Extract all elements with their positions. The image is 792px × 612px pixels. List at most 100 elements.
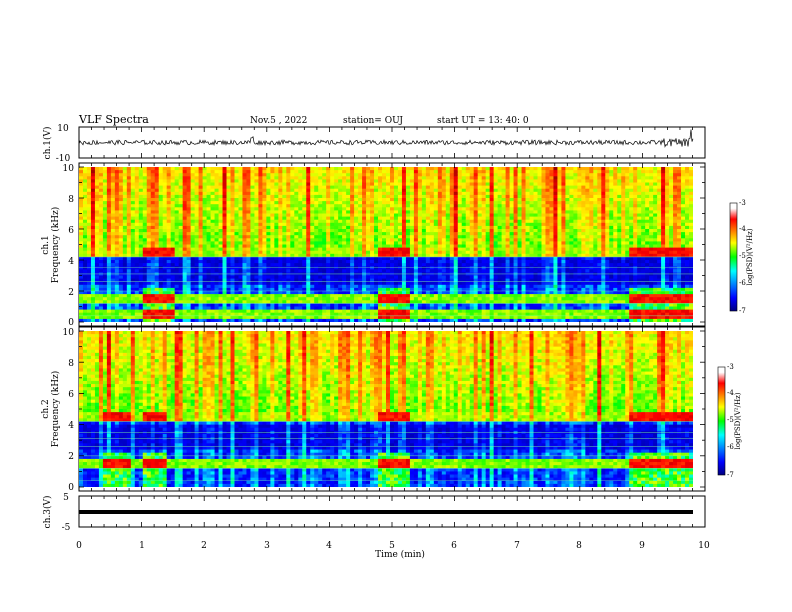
spectrogram-cell [326, 250, 331, 255]
spectrogram-cell [417, 179, 423, 183]
spectrogram-cell [389, 179, 395, 183]
spectrogram-cell [110, 229, 116, 233]
spectrogram-cell [102, 238, 108, 242]
spectrogram-cell [366, 260, 371, 264]
spectrogram-cell [409, 250, 415, 255]
spectrogram-cell [130, 318, 136, 322]
spectrogram-cell [214, 173, 219, 177]
spectrogram-cell [342, 294, 347, 298]
spectrogram-cell [338, 278, 343, 283]
spectrogram-cell [258, 278, 263, 283]
spectrogram-cell [310, 278, 315, 283]
spectrogram-cell [270, 297, 275, 301]
spectrogram-cell [134, 167, 140, 171]
spectrogram-cell [230, 238, 235, 242]
spectrogram-cell [178, 315, 184, 320]
spectrogram-cell [270, 204, 275, 208]
spectrogram-cell [389, 235, 395, 239]
spectrogram-cell [338, 275, 343, 279]
spectrogram-cell [417, 306, 423, 310]
spectrogram-cell [226, 253, 231, 258]
spectrogram-cell [138, 247, 144, 252]
spectrogram-cell [182, 250, 188, 255]
spectrogram-cell [421, 297, 427, 301]
spectrogram-cell [250, 278, 255, 283]
spectrogram-cell [374, 309, 379, 314]
spectrogram-cell [421, 250, 427, 255]
spectrogram-cell [290, 291, 295, 295]
spectrogram-cell [393, 260, 399, 264]
spectrogram-cell [290, 225, 295, 230]
spectrogram-cell [346, 287, 351, 292]
spectrogram-cell [342, 210, 347, 214]
spectrogram-cell [182, 269, 188, 273]
spectrogram-cell [298, 225, 303, 230]
spectrogram-cell [98, 312, 104, 317]
spectrogram-cell [138, 213, 144, 217]
spectrogram-cell [242, 204, 247, 208]
spectrogram-cell [98, 219, 104, 224]
spectrogram-cell [142, 284, 148, 289]
spectrogram-cell [94, 176, 100, 180]
spectrogram-cell [278, 238, 283, 242]
spectrogram-cell [469, 256, 475, 261]
spectrogram-cell [326, 275, 331, 279]
spectrogram-cell [314, 229, 319, 233]
spectrogram-cell [250, 194, 255, 199]
spectrogram-cell [473, 284, 479, 289]
spectrogram-cell [473, 250, 479, 255]
spectrogram-cell [350, 284, 355, 289]
spectrogram-cell [202, 170, 207, 174]
spectrogram-cell [338, 309, 343, 314]
spectrogram-cell [230, 182, 235, 186]
spectrogram-cell [114, 253, 120, 258]
spectrogram-cell [362, 247, 367, 252]
spectrogram-cell [314, 294, 319, 298]
spectrogram-cell [445, 300, 451, 304]
spectrogram-cell [79, 253, 84, 258]
spectrogram-cell [378, 188, 383, 193]
spectrogram-cell [178, 216, 184, 221]
spectrogram-cell [334, 253, 339, 258]
spectrogram-cell [334, 201, 339, 205]
spectrogram-cell [314, 176, 319, 180]
spectrogram-cell [90, 201, 96, 205]
spectrogram-cell [86, 176, 92, 180]
spectrogram-cell [98, 235, 104, 239]
spectrogram-cell [457, 216, 463, 221]
spectrogram-cell [350, 275, 355, 279]
spectrogram-cell [310, 238, 315, 242]
spectrogram-cell [94, 260, 100, 264]
spectrogram-cell [206, 256, 211, 261]
spectrogram-cell [302, 247, 307, 252]
spectrogram-cell [234, 281, 239, 286]
spectrogram-cell [354, 225, 359, 230]
spectrogram-cell [302, 204, 307, 208]
spectrogram-cell [421, 294, 427, 298]
spectrogram-cell [106, 263, 112, 267]
spectrogram-cell [278, 275, 283, 279]
spectrogram-cell [326, 229, 331, 233]
spectrogram-cell [170, 210, 176, 214]
spectrogram-cell [170, 170, 176, 174]
spectrogram-cell [246, 167, 251, 171]
spectrogram-cell [130, 281, 136, 286]
spectrogram-cell [457, 269, 463, 273]
spectrogram-cell [270, 315, 275, 320]
spectrogram-cell [254, 201, 259, 205]
spectrogram-cell [302, 269, 307, 273]
spectrogram-cell [214, 188, 219, 193]
spectrogram-cell [413, 167, 419, 171]
spectrogram-cell [374, 260, 379, 264]
spectrogram-cell [457, 229, 463, 233]
spectrogram-cell [322, 173, 327, 177]
spectrogram-cell [270, 247, 275, 252]
spectrogram-cell [222, 241, 227, 245]
spectrogram-cell [393, 207, 399, 211]
spectrogram-cell [118, 241, 124, 245]
spectrogram-cell [457, 260, 463, 264]
spectrogram-cell [158, 318, 164, 322]
spectrogram-cell [378, 247, 383, 252]
spectrogram-cell [469, 287, 475, 292]
spectrogram-cell [461, 210, 467, 214]
